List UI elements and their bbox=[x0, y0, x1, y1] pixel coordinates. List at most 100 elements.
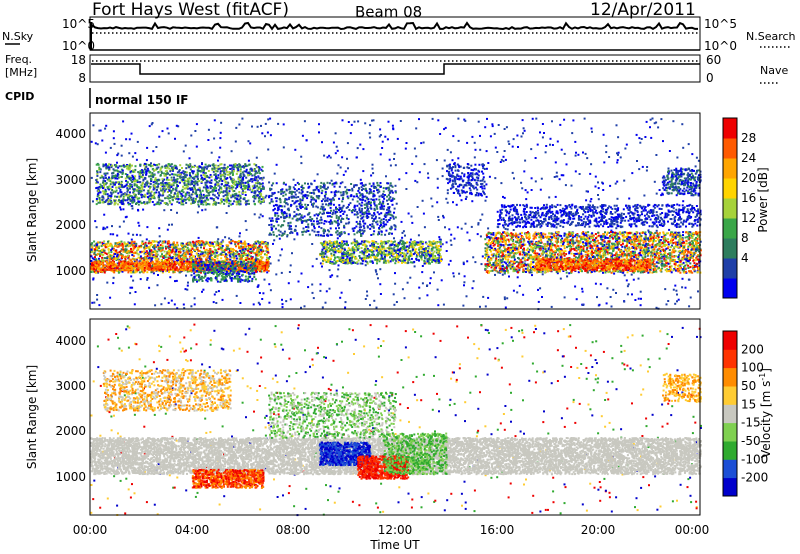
power-scatter bbox=[320, 227, 323, 230]
power-band bbox=[190, 249, 192, 252]
power-scatter bbox=[288, 196, 291, 199]
power-band-core bbox=[109, 266, 112, 269]
power-band bbox=[164, 259, 167, 262]
nave-label: Nave bbox=[760, 64, 788, 77]
power-band bbox=[122, 250, 125, 253]
power-band bbox=[148, 248, 151, 251]
power-band bbox=[213, 248, 216, 251]
power-scatter bbox=[157, 274, 159, 276]
power-band bbox=[159, 250, 162, 253]
power-band bbox=[98, 253, 101, 256]
power-band bbox=[228, 249, 231, 252]
power-band bbox=[230, 242, 233, 245]
power-scatter bbox=[315, 257, 318, 260]
power-band bbox=[174, 255, 177, 258]
power-band bbox=[240, 247, 243, 250]
power-scatter bbox=[502, 195, 504, 198]
power-band-core bbox=[95, 266, 98, 268]
power-band bbox=[217, 183, 220, 186]
power-band-core bbox=[186, 263, 189, 266]
power-scatter bbox=[308, 218, 310, 221]
power-band bbox=[185, 201, 188, 204]
power-scatter bbox=[252, 303, 255, 306]
power-band bbox=[248, 254, 251, 257]
power-band-core bbox=[166, 268, 169, 271]
power-band bbox=[257, 176, 260, 179]
power-band bbox=[171, 243, 174, 246]
power-band bbox=[137, 203, 140, 206]
power-band bbox=[168, 200, 171, 203]
power-band bbox=[154, 250, 157, 253]
power-scatter bbox=[273, 172, 276, 175]
power-band bbox=[200, 250, 203, 253]
power-band bbox=[228, 251, 231, 254]
power-band bbox=[125, 183, 128, 186]
power-scatter bbox=[463, 184, 466, 187]
power-band bbox=[264, 268, 267, 271]
power-band bbox=[168, 182, 171, 185]
power-band bbox=[132, 244, 135, 247]
power-scatter bbox=[666, 203, 669, 206]
power-scatter bbox=[170, 299, 173, 302]
power-band bbox=[257, 269, 260, 272]
power-band bbox=[112, 175, 115, 177]
power-scatter bbox=[547, 247, 550, 250]
power-band bbox=[144, 243, 147, 246]
power-scatter bbox=[585, 199, 588, 202]
power-band bbox=[158, 203, 161, 206]
power-band bbox=[170, 166, 173, 169]
power-band bbox=[111, 247, 114, 250]
power-scatter bbox=[485, 253, 488, 255]
power-band bbox=[245, 168, 248, 171]
power-band bbox=[161, 240, 164, 243]
power-scatter bbox=[597, 198, 600, 201]
power-band bbox=[258, 254, 261, 257]
power-band bbox=[148, 240, 151, 243]
power-scatter bbox=[471, 200, 474, 203]
power-scatter bbox=[372, 119, 375, 122]
power-scatter bbox=[372, 214, 375, 217]
power-scatter bbox=[379, 283, 382, 286]
power-scatter bbox=[534, 180, 537, 183]
power-band bbox=[123, 256, 126, 259]
power-scatter bbox=[336, 172, 339, 175]
power-scatter bbox=[139, 278, 142, 281]
power-scatter bbox=[393, 211, 395, 214]
power-band bbox=[140, 257, 143, 260]
power-scatter bbox=[587, 190, 589, 193]
power-scatter bbox=[265, 194, 268, 197]
power-band-core bbox=[183, 267, 185, 270]
power-band bbox=[118, 253, 121, 256]
power-band-core bbox=[256, 261, 259, 264]
power-band bbox=[264, 253, 266, 256]
power-scatter bbox=[391, 197, 394, 200]
power-band bbox=[194, 269, 197, 272]
power-band bbox=[137, 264, 140, 267]
power-scatter bbox=[201, 162, 203, 164]
power-band bbox=[106, 193, 109, 196]
power-band bbox=[211, 250, 214, 253]
power-scatter bbox=[437, 304, 440, 307]
power-band bbox=[116, 242, 119, 245]
power-band bbox=[266, 245, 269, 248]
power-band bbox=[118, 195, 121, 198]
power-scatter bbox=[536, 143, 539, 146]
power-band-core bbox=[167, 260, 170, 263]
power-band bbox=[97, 249, 100, 252]
power-band-core bbox=[108, 261, 111, 264]
power-scatter bbox=[169, 276, 172, 279]
power-scatter bbox=[658, 189, 661, 191]
power-band-core bbox=[233, 261, 236, 264]
power-band-core bbox=[167, 263, 170, 266]
power-band bbox=[223, 175, 226, 178]
power-band bbox=[259, 247, 262, 250]
power-band bbox=[248, 246, 251, 248]
power-scatter bbox=[105, 124, 108, 127]
power-band bbox=[167, 240, 170, 243]
power-scatter bbox=[500, 182, 503, 185]
power-band bbox=[205, 252, 208, 255]
power-band bbox=[217, 188, 220, 191]
power-scatter bbox=[392, 127, 395, 130]
power-band bbox=[165, 166, 168, 169]
power-scatter bbox=[437, 219, 440, 221]
